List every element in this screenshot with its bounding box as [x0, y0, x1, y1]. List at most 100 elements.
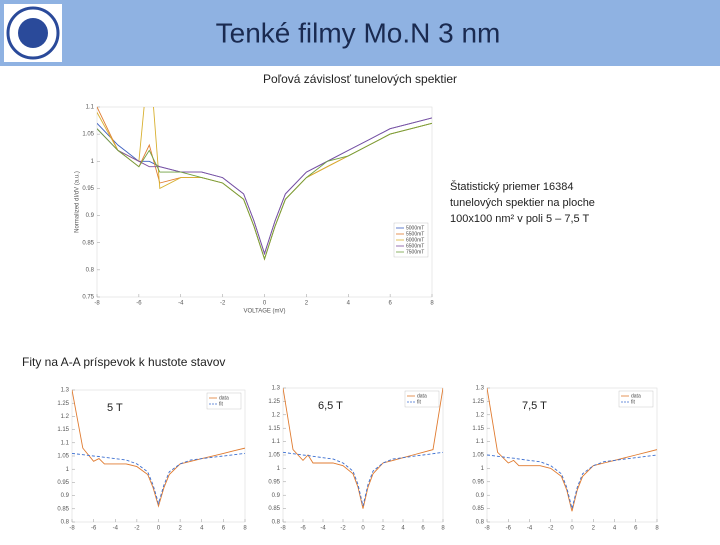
y-tick-label: 0.9: [86, 213, 95, 219]
y-tick-label: 1.2: [61, 414, 70, 420]
series-line: [97, 122, 432, 261]
y-tick-label: 0.85: [57, 506, 69, 512]
legend-box: [618, 390, 654, 408]
y-tick-label: 0.95: [82, 186, 94, 192]
y-tick-label: 0.95: [57, 480, 69, 486]
x-tick-label: 0: [157, 526, 161, 532]
x-tick-label: 2: [178, 526, 182, 532]
y-tick-label: 1.1: [61, 440, 70, 446]
y-tick-label: 1.2: [272, 412, 281, 418]
y-tick-label: 0.8: [476, 520, 485, 526]
y-tick-label: 0.85: [268, 506, 280, 512]
x-tick-label: 2: [592, 526, 596, 532]
series-line: [72, 452, 245, 506]
x-tick-label: 2: [381, 526, 385, 532]
legend-label: data: [219, 395, 229, 401]
header-band: [0, 0, 720, 66]
y-tick-label: 1.3: [61, 388, 70, 394]
y-tick-label: 0.8: [61, 520, 70, 526]
x-tick-label: 6: [421, 526, 425, 532]
x-tick-label: 8: [243, 526, 247, 532]
y-tick-label: 1.15: [268, 426, 280, 432]
x-tick-label: 8: [430, 301, 434, 307]
legend-label: fit: [631, 399, 636, 405]
y-tick-label: 0.95: [472, 479, 484, 485]
note-line: Štatistický priemer 16384: [450, 180, 574, 193]
series-line: [487, 454, 657, 509]
x-tick-label: -2: [220, 301, 226, 307]
y-tick-label: 1: [91, 159, 95, 165]
y-tick-label: 1.2: [476, 412, 485, 418]
y-tick-label: 0.8: [86, 267, 95, 273]
y-tick-label: 1.05: [268, 453, 280, 459]
y-axis-label: Normalized dI/dV (a.u.): [75, 171, 81, 233]
y-tick-label: 1.05: [57, 454, 69, 460]
y-tick-label: 1.05: [472, 453, 484, 459]
y-tick-label: 0.9: [272, 493, 281, 499]
x-tick-label: -8: [94, 301, 100, 307]
y-tick-label: 1: [66, 467, 70, 473]
series-line: [72, 390, 245, 508]
y-tick-label: 1.15: [472, 426, 484, 432]
x-tick-label: -8: [484, 526, 490, 532]
subtitle: Poľová závislosť tunelových spektier: [263, 72, 457, 86]
y-tick-label: 1.1: [476, 439, 485, 445]
x-tick-label: 4: [401, 526, 405, 532]
plot-annotation: 7,5 T: [522, 400, 547, 412]
series-line: [283, 388, 443, 509]
legend-label: 5500mT: [406, 231, 424, 237]
plot-annotation: 5 T: [107, 402, 123, 414]
x-tick-label: 0: [361, 526, 365, 532]
legend-box: [206, 392, 242, 410]
legend-label: 7500mT: [406, 249, 424, 255]
x-tick-label: -6: [300, 526, 306, 532]
x-tick-label: 8: [441, 526, 445, 532]
x-tick-label: -2: [134, 526, 140, 532]
x-tick-label: 6: [388, 301, 392, 307]
x-tick-label: 4: [347, 301, 351, 307]
y-tick-label: 0.9: [61, 493, 70, 499]
plot-annotation: 6,5 T: [318, 400, 343, 412]
legend-label: fit: [219, 401, 224, 407]
x-tick-label: -8: [280, 526, 286, 532]
y-tick-label: 0.85: [82, 240, 94, 246]
legend-label: 6500mT: [406, 243, 424, 249]
x-tick-label: 6: [634, 526, 638, 532]
legend-label: 5000mT: [406, 225, 424, 231]
y-tick-label: 0.85: [472, 506, 484, 512]
x-tick-label: 8: [655, 526, 659, 532]
legend-label: data: [631, 393, 641, 399]
y-tick-label: 1.15: [57, 427, 69, 433]
y-tick-label: 1.3: [272, 386, 281, 392]
x-tick-label: 0: [570, 526, 574, 532]
logo-core: [18, 18, 48, 48]
plot-frame: [282, 387, 444, 523]
x-tick-label: -6: [506, 526, 512, 532]
slide-title: Tenké filmy Mo.N 3 nm: [216, 17, 501, 48]
y-tick-label: 1.25: [57, 401, 69, 407]
y-tick-label: 1.1: [86, 105, 95, 111]
plot-frame: [486, 387, 658, 523]
x-tick-label: -8: [69, 526, 75, 532]
x-tick-label: -4: [113, 526, 119, 532]
x-axis-label: VOLTAGE (mV): [243, 309, 285, 315]
y-tick-label: 1: [481, 466, 485, 472]
plot-frame: [71, 389, 246, 523]
y-tick-label: 0.95: [268, 479, 280, 485]
y-tick-label: 1.1: [272, 439, 281, 445]
y-tick-label: 1.05: [82, 132, 94, 138]
y-tick-label: 0.9: [476, 493, 485, 499]
x-tick-label: -4: [527, 526, 533, 532]
y-tick-label: 1.25: [472, 399, 484, 405]
legend-label: fit: [417, 399, 422, 405]
y-tick-label: 1.3: [476, 386, 485, 392]
plot-frame: [96, 106, 433, 298]
y-tick-label: 1.25: [268, 399, 280, 405]
x-tick-label: 4: [613, 526, 617, 532]
x-tick-label: -2: [340, 526, 346, 532]
series-line: [283, 451, 443, 507]
y-tick-label: 0.8: [272, 520, 281, 526]
x-tick-label: 6: [222, 526, 226, 532]
series-line: [487, 388, 657, 512]
